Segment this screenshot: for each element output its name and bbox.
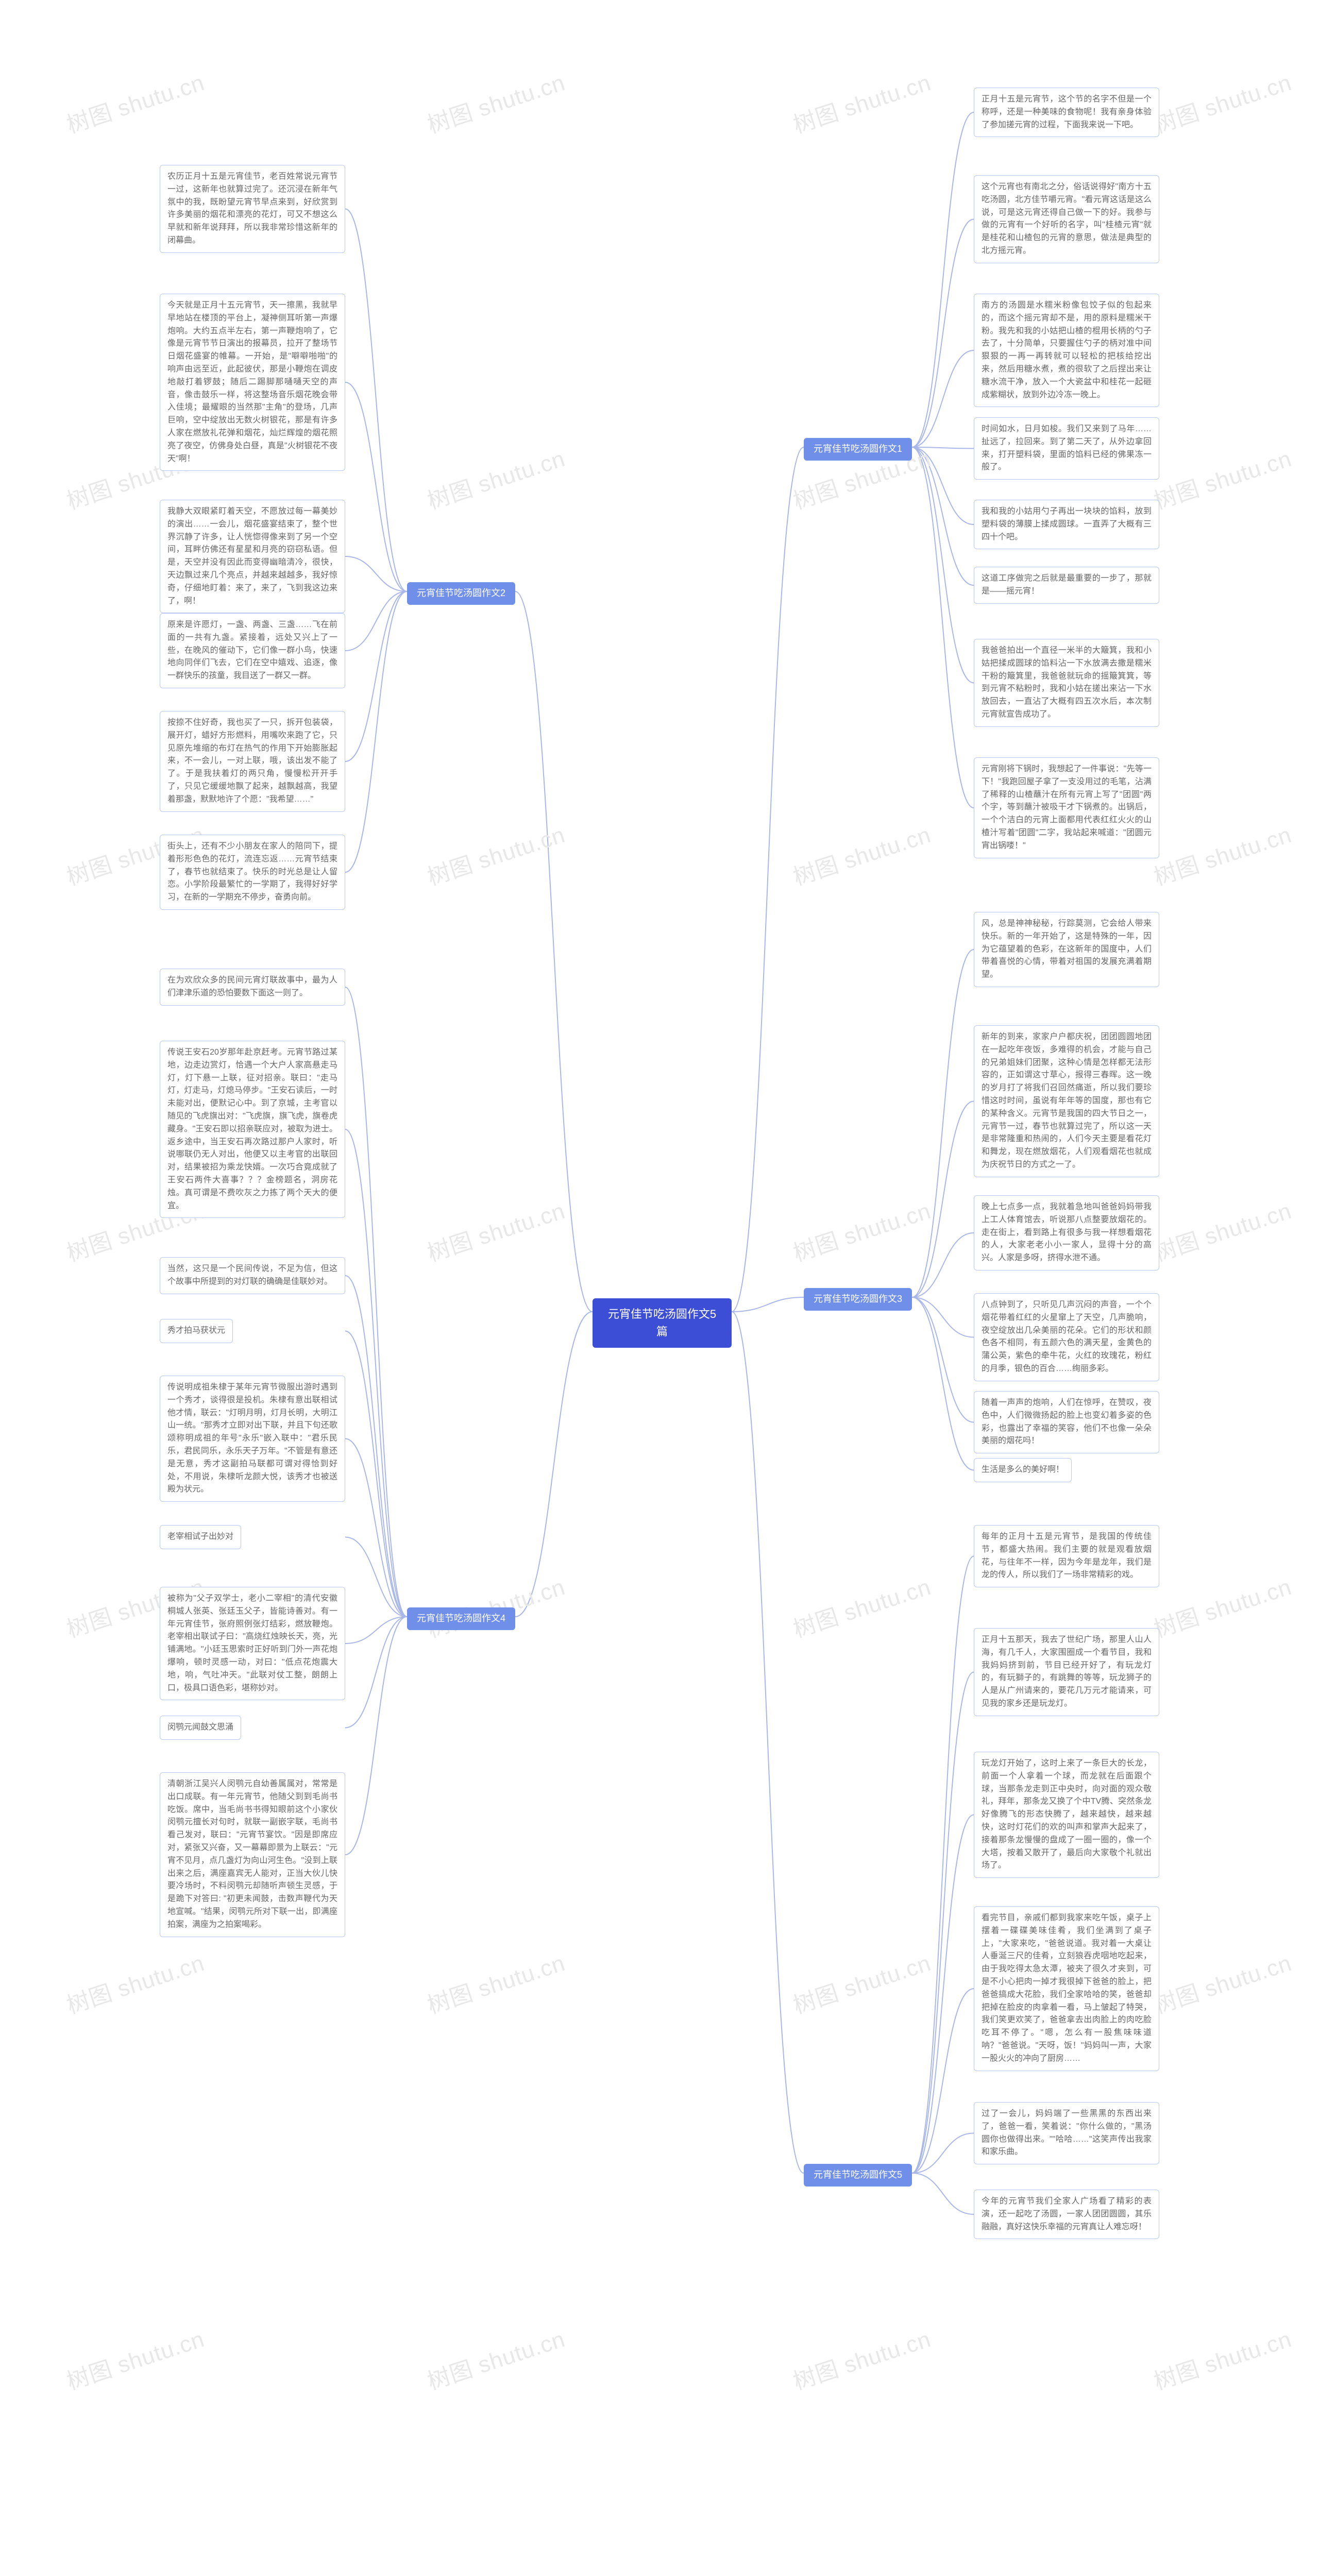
leaf-node[interactable]: 元宵刚将下锅时，我想起了一件事说："先等一下！"我跑回屋子拿了一支没用过的毛笔，… [974,757,1159,858]
leaf-node[interactable]: 按捺不住好奇，我也买了一只，拆开包装袋，展开灯，蜡好方形燃料，用嘴吹来跑了它，只… [160,711,345,812]
watermark: 树图 shutu.cn [1149,2320,1295,2396]
watermark: 树图 shutu.cn [788,1944,935,2020]
watermark: 树图 shutu.cn [62,64,208,140]
leaf-node[interactable]: 过了一会儿，妈妈端了一些黑黑的东西出来了，爸爸一看，笑着说："你什么做的，"黑汤… [974,2102,1159,2164]
leaf-node[interactable]: 清朝浙江吴兴人闵鹗元自幼善属属对，常常是出口成联。有一年元宵节，他随父到到毛尚书… [160,1772,345,1937]
leaf-node[interactable]: 传说王安石20岁那年赴京赶考。元宵节路过某地，边走边赏灯，恰遇一个大户人家高悬走… [160,1041,345,1218]
watermark: 树图 shutu.cn [422,1568,569,1644]
leaf-node[interactable]: 随着一声声的炮响，人们在惊呼，在赞叹，夜色中，人们微微扬起的脸上也变幻着多姿的色… [974,1391,1159,1453]
watermark: 树图 shutu.cn [1149,1944,1295,2020]
leaf-node[interactable]: 正月十五是元宵节，这个节的名字不但是一个称呼，还是一种美味的食物呢！我有亲身体验… [974,88,1159,137]
leaf-node[interactable]: 时间如水，日月如梭。我们又来到了马年……扯远了，拉回来。到了第二天了，从外边拿回… [974,417,1159,480]
watermark: 树图 shutu.cn [1149,440,1295,516]
leaf-node[interactable]: 老宰相试子出妙对 [160,1525,241,1549]
leaf-node[interactable]: 我和我的小姑用勺子再出一块块的馅料，放到塑料袋的薄膜上揉成圆球。一直弄了大概有三… [974,500,1159,549]
leaf-node[interactable]: 在为欢欣众多的民间元宵灯联故事中，最为人们津津乐道的恐怕要数下面这一则了。 [160,969,345,1006]
watermark: 树图 shutu.cn [422,2320,569,2396]
branch-node[interactable]: 元宵佳节吃汤圆作文3 [804,1288,912,1311]
leaf-node[interactable]: 南方的汤圆是水糯米粉像包饺子似的包起来的，而这个摇元宵却不是，用的原料是糯米干粉… [974,294,1159,407]
leaf-node[interactable]: 风，总是神神秘秘，行踪莫测，它会给人带来快乐。新的一年开始了，这是特殊的一年，因… [974,912,1159,987]
leaf-node[interactable]: 今天就是正月十五元宵节，天一擦黑，我就早早地站在楼顶的平台上，凝神侧耳听第一声爆… [160,294,345,471]
leaf-node[interactable]: 传说明成祖朱棣于某年元宵节微服出游时遇到一个秀才，谈得很是投机。朱棣有意出联相试… [160,1376,345,1502]
watermark: 树图 shutu.cn [422,440,569,516]
watermark: 树图 shutu.cn [788,1192,935,1268]
watermark: 树图 shutu.cn [62,2320,208,2396]
watermark: 树图 shutu.cn [422,1192,569,1268]
branch-node[interactable]: 元宵佳节吃汤圆作文5 [804,2164,912,2187]
branch-node[interactable]: 元宵佳节吃汤圆作文2 [407,582,515,605]
leaf-node[interactable]: 玩龙灯开始了，这时上来了一条巨大的长龙，前面一个人拿着一个球，而龙就在后面跟个球… [974,1752,1159,1878]
leaf-node[interactable]: 我静大双眼紧盯着天空，不愿放过每一幕美妙的演出……一会儿，烟花盛宴结束了，整个世… [160,500,345,613]
branch-node[interactable]: 元宵佳节吃汤圆作文1 [804,438,912,461]
watermark: 树图 shutu.cn [1149,1192,1295,1268]
watermark: 树图 shutu.cn [422,1944,569,2020]
leaf-node[interactable]: 这道工序做完之后就是最重要的一步了，那就是——摇元宵！ [974,567,1159,604]
leaf-node[interactable]: 看完节目，亲戚们都到我家来吃午饭，桌子上摆着一碟碟美味佳肴，我们坐满到了桌子上，… [974,1906,1159,2071]
leaf-node[interactable]: 农历正月十五是元宵佳节，老百姓常说元宵节一过，这新年也就算过完了。还沉浸在新年气… [160,165,345,253]
root-node[interactable]: 元宵佳节吃汤圆作文5篇 [593,1298,732,1348]
watermark: 树图 shutu.cn [788,64,935,140]
leaf-node[interactable]: 生活是多么的美好啊！ [974,1458,1072,1482]
leaf-node[interactable]: 街头上，还有不少小朋友在家人的陪同下，提着形形色色的花灯，流连忘返……元宵节结束… [160,835,345,910]
branch-node[interactable]: 元宵佳节吃汤圆作文4 [407,1607,515,1630]
leaf-node[interactable]: 我爸爸拍出一个直径一米半的大簸箕，我和小姑把揉成圆球的馅料沾一下水放满去撒是糯米… [974,639,1159,727]
watermark: 树图 shutu.cn [788,1568,935,1644]
leaf-node[interactable]: 八点钟到了，只听见几声沉闷的声音，一个个烟花带着红红的火星窜上了天空，几声脆响，… [974,1293,1159,1381]
leaf-node[interactable]: 这个元宵也有南北之分，俗话说得好"南方十五吃汤圆，北方佳节嚼元宵。"看元宵这话是… [974,175,1159,263]
leaf-node[interactable]: 每年的正月十五是元宵节，是我国的传统佳节，都盛大热闹。我们主要的就是观看放烟花，… [974,1525,1159,1587]
watermark: 树图 shutu.cn [422,816,569,892]
watermark: 树图 shutu.cn [1149,1568,1295,1644]
leaf-node[interactable]: 闵鹗元闻鼓文思涌 [160,1716,241,1740]
watermark: 树图 shutu.cn [62,1944,208,2020]
leaf-node[interactable]: 被称为"父子双学士，老小二宰相"的清代安徽桐城人张英、张廷玉父子，皆能诗善对。有… [160,1587,345,1700]
watermark: 树图 shutu.cn [1149,64,1295,140]
leaf-node[interactable]: 当然，这只是一个民间传说，不足为信，但这个故事中所提到的对灯联的确确是佳联妙对。 [160,1257,345,1294]
leaf-node[interactable]: 晚上七点多一点，我就着急地叫爸爸妈妈带我上工人体育馆去，听说那八点整要放烟花的。… [974,1195,1159,1270]
watermark: 树图 shutu.cn [1149,816,1295,892]
mindmap-canvas: 树图 shutu.cn 树图 shutu.cn 树图 shutu.cn 树图 shut… [0,0,1319,2576]
watermark: 树图 shutu.cn [788,2320,935,2396]
watermark: 树图 shutu.cn [788,816,935,892]
leaf-node[interactable]: 正月十五那天，我去了世纪广场，那里人山人海，有几千人，大家围圈成一个看节目，我和… [974,1628,1159,1716]
leaf-node[interactable]: 秀才拍马获状元 [160,1319,233,1343]
leaf-node[interactable]: 原来是许愿灯，一盏、两盏、三盏……飞在前面的一共有九盏。紧接着，远处又兴上了一些… [160,613,345,688]
watermark: 树图 shutu.cn [422,64,569,140]
leaf-node[interactable]: 新年的到来，家家户户都庆祝，团团圆圆地团在一起吃年夜饭，多难得的机会，才能与自己… [974,1025,1159,1177]
leaf-node[interactable]: 今年的元宵节我们全家人广场看了精彩的表演，还一起吃了汤圆，一家人团团圆圆，其乐融… [974,2190,1159,2239]
